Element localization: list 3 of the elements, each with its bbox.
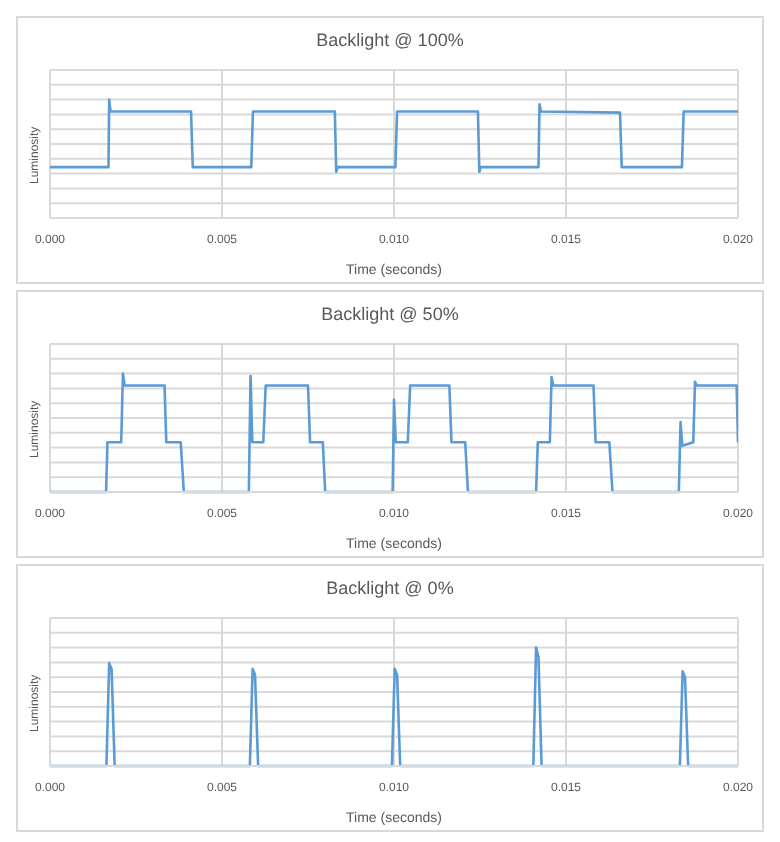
chart-title: Backlight @ 50% (319, 302, 461, 328)
chart-title: Backlight @ 100% (314, 28, 466, 54)
chart-title: Backlight @ 0% (324, 576, 456, 602)
